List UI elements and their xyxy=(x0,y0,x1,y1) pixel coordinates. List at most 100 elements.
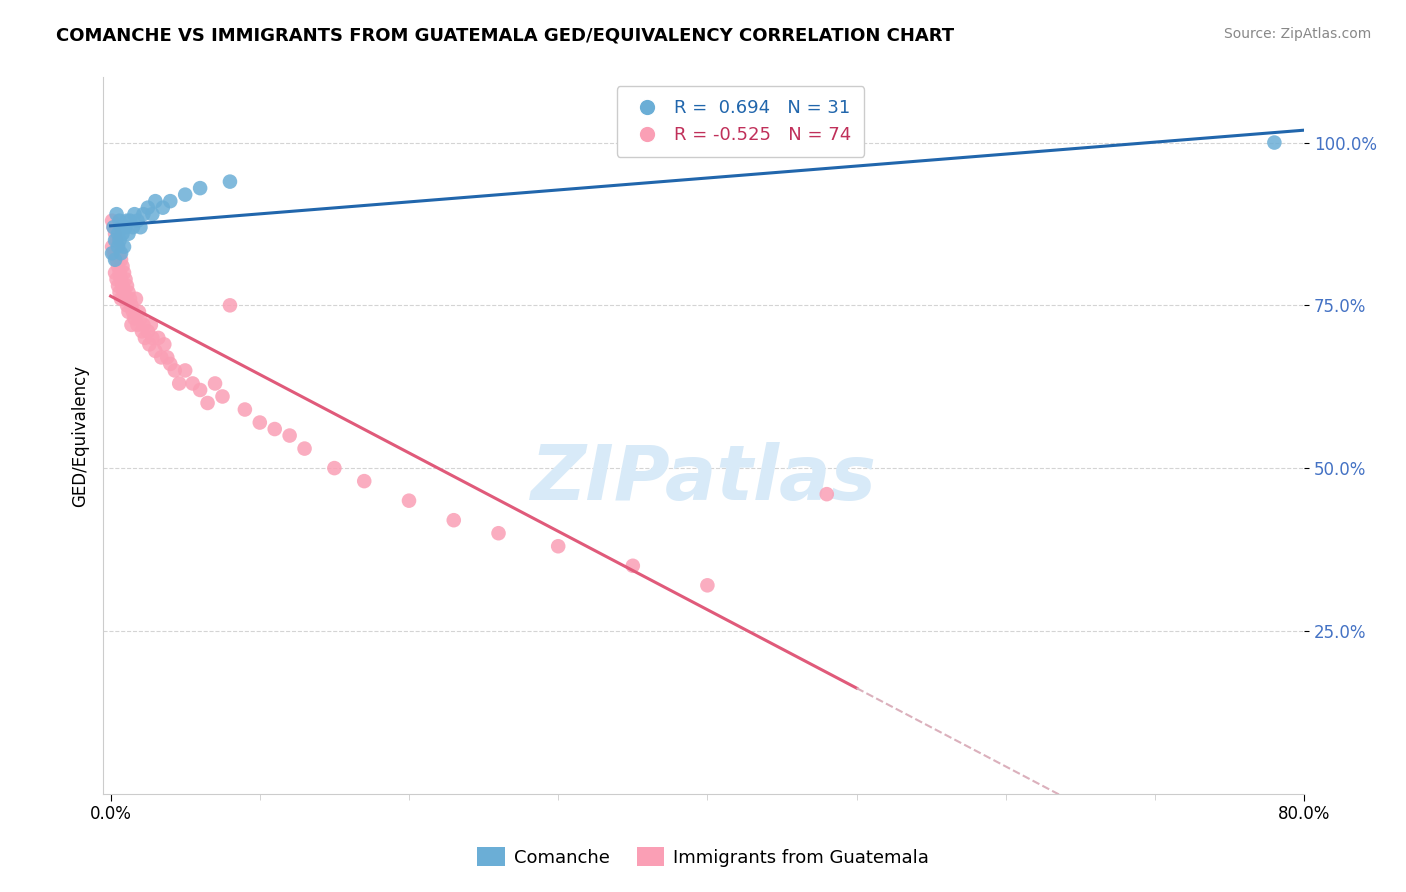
Point xyxy=(294,442,316,456)
Point xyxy=(188,181,211,195)
Point xyxy=(153,337,176,351)
Point xyxy=(127,213,149,227)
Point xyxy=(621,558,644,573)
Point xyxy=(108,246,131,260)
Point xyxy=(115,278,138,293)
Point xyxy=(127,318,149,332)
Point xyxy=(101,246,124,260)
Point xyxy=(104,246,127,260)
Point xyxy=(101,213,124,227)
Point xyxy=(104,252,127,267)
Point xyxy=(443,513,465,527)
Point xyxy=(110,272,132,286)
Point xyxy=(132,318,155,332)
Point xyxy=(124,207,146,221)
Point xyxy=(110,246,132,260)
Point xyxy=(139,318,162,332)
Point xyxy=(111,227,134,241)
Point xyxy=(141,331,163,345)
Point xyxy=(107,278,129,293)
Point xyxy=(112,240,135,254)
Point xyxy=(103,220,125,235)
Y-axis label: GED/Equivalency: GED/Equivalency xyxy=(72,365,89,507)
Point xyxy=(278,428,301,442)
Point xyxy=(121,318,143,332)
Point xyxy=(118,213,141,227)
Point xyxy=(197,396,219,410)
Point xyxy=(117,227,139,241)
Point xyxy=(150,351,173,365)
Point xyxy=(134,331,156,345)
Point xyxy=(129,220,152,235)
Point xyxy=(181,376,204,391)
Point xyxy=(103,246,125,260)
Point xyxy=(112,285,135,300)
Point xyxy=(211,389,233,403)
Point xyxy=(174,363,197,377)
Point xyxy=(159,194,181,209)
Point xyxy=(117,285,139,300)
Point xyxy=(696,578,718,592)
Legend: R =  0.694   N = 31, R = -0.525   N = 74: R = 0.694 N = 31, R = -0.525 N = 74 xyxy=(617,87,865,157)
Legend: Comanche, Immigrants from Guatemala: Comanche, Immigrants from Guatemala xyxy=(470,840,936,874)
Point xyxy=(125,292,148,306)
Point xyxy=(118,292,141,306)
Point xyxy=(156,351,179,365)
Point xyxy=(107,260,129,274)
Point xyxy=(104,227,127,241)
Point xyxy=(174,187,197,202)
Point xyxy=(233,402,256,417)
Point xyxy=(132,207,155,221)
Point xyxy=(138,337,160,351)
Point xyxy=(219,175,242,189)
Point xyxy=(136,324,159,338)
Point xyxy=(108,285,131,300)
Point xyxy=(103,220,125,235)
Point xyxy=(167,376,190,391)
Point xyxy=(107,227,129,241)
Point xyxy=(111,278,134,293)
Point xyxy=(101,240,124,254)
Text: Source: ZipAtlas.com: Source: ZipAtlas.com xyxy=(1223,27,1371,41)
Point xyxy=(152,201,174,215)
Point xyxy=(107,240,129,254)
Point xyxy=(110,220,132,235)
Point xyxy=(219,298,242,312)
Point xyxy=(141,207,163,221)
Point xyxy=(105,207,128,221)
Point xyxy=(163,363,186,377)
Point xyxy=(105,233,128,247)
Point xyxy=(159,357,181,371)
Point xyxy=(136,201,159,215)
Point xyxy=(105,252,128,267)
Point xyxy=(353,474,375,488)
Point xyxy=(129,311,152,326)
Point xyxy=(143,194,166,209)
Point xyxy=(128,305,150,319)
Point xyxy=(323,461,346,475)
Point xyxy=(114,292,136,306)
Point xyxy=(122,305,145,319)
Point xyxy=(110,252,132,267)
Point xyxy=(124,311,146,326)
Point xyxy=(547,539,569,553)
Point xyxy=(105,272,128,286)
Point xyxy=(815,487,838,501)
Point xyxy=(488,526,510,541)
Point xyxy=(122,220,145,235)
Point xyxy=(112,266,135,280)
Point xyxy=(114,220,136,235)
Point xyxy=(114,272,136,286)
Point xyxy=(249,416,271,430)
Point xyxy=(108,266,131,280)
Point xyxy=(121,298,143,312)
Text: ZIPatlas: ZIPatlas xyxy=(530,442,877,516)
Point xyxy=(111,260,134,274)
Point xyxy=(115,298,138,312)
Point xyxy=(148,331,170,345)
Point xyxy=(398,493,420,508)
Point xyxy=(104,233,127,247)
Point xyxy=(1263,136,1285,150)
Point xyxy=(131,324,153,338)
Point xyxy=(107,240,129,254)
